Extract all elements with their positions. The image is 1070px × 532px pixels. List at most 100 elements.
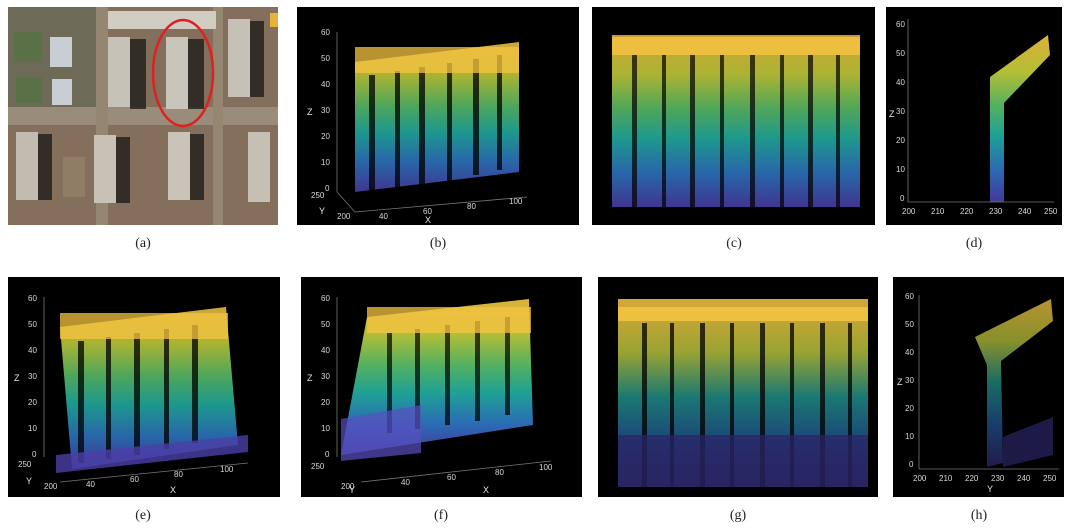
y-label: Y	[349, 485, 355, 495]
z-label: Z	[897, 377, 903, 387]
y-tick: 250	[311, 462, 325, 471]
z-tick: 20	[905, 404, 914, 413]
z-tick: 20	[28, 398, 37, 407]
caption-h: (h)	[970, 508, 988, 523]
caption-g: (g)	[729, 508, 747, 523]
z-tick: 0	[32, 450, 37, 459]
z-tick: 60	[905, 292, 914, 301]
point-cloud-b: 60 50 40 30 20 10 0 Z 250 200 Y 40 60 80…	[307, 28, 528, 225]
z-tick: 50	[905, 320, 914, 329]
x-label: X	[483, 485, 489, 495]
caption-f: (f)	[434, 508, 448, 523]
z-label: Z	[14, 373, 20, 383]
point-cloud-g	[618, 299, 868, 487]
z-tick: 0	[900, 194, 905, 203]
panel-c	[592, 7, 875, 225]
x-tick: 100	[220, 465, 234, 474]
caption-b: (b)	[429, 236, 447, 251]
panel-d: 60 50 40 30 20 10 0 Z 200 210 220 230 24…	[886, 7, 1062, 225]
z-tick: 30	[28, 372, 37, 381]
z-tick: 30	[321, 106, 330, 115]
annotation-ellipse	[151, 18, 215, 128]
z-tick: 20	[321, 132, 330, 141]
z-tick: 60	[321, 28, 330, 37]
panel-e: 60 50 40 30 20 10 0 Z 250 200 Y 40 60 80…	[8, 277, 280, 497]
x-tick: 100	[539, 463, 553, 472]
x-tick: 80	[174, 470, 183, 479]
x-tick: 80	[467, 202, 476, 211]
x-tick: 60	[130, 475, 139, 484]
z-tick: 60	[28, 294, 37, 303]
panel-f: 60 50 40 30 20 10 0 Z 250 200 Y 40 60 80…	[301, 277, 582, 497]
point-cloud-h: 60 50 40 30 20 10 0 Z 200 210 220 230 24…	[897, 292, 1059, 494]
z-tick: 0	[325, 184, 330, 193]
point-cloud-d: 60 50 40 30 20 10 0 Z 200 210 220 230 24…	[889, 19, 1058, 216]
x-tick: 240	[1017, 474, 1031, 483]
x-tick: 40	[86, 480, 95, 489]
z-tick: 20	[896, 136, 905, 145]
point-cloud-e: 60 50 40 30 20 10 0 Z 250 200 Y 40 60 80…	[14, 294, 249, 495]
y-tick: 200	[44, 482, 58, 491]
z-tick: 40	[905, 348, 914, 357]
z-tick: 40	[28, 346, 37, 355]
y-tick: 250	[18, 460, 32, 469]
z-tick: 30	[896, 107, 905, 116]
panel-a	[8, 7, 278, 225]
panel-h: 60 50 40 30 20 10 0 Z 200 210 220 230 24…	[893, 277, 1064, 497]
z-label: Z	[307, 107, 313, 117]
y-tick: 200	[337, 212, 351, 221]
z-label: Z	[889, 109, 895, 119]
z-tick: 0	[909, 460, 914, 469]
x-tick: 40	[401, 478, 410, 487]
x-label: X	[425, 215, 431, 225]
x-tick: 250	[1043, 474, 1057, 483]
x-tick: 230	[991, 474, 1005, 483]
z-tick: 30	[321, 372, 330, 381]
x-tick: 40	[379, 212, 388, 221]
z-tick: 10	[896, 165, 905, 174]
y-tick: 250	[311, 191, 325, 200]
x-tick: 200	[913, 474, 927, 483]
x-tick: 220	[960, 207, 974, 216]
z-tick: 50	[321, 54, 330, 63]
x-tick: 100	[509, 197, 523, 206]
panel-b: 60 50 40 30 20 10 0 Z 250 200 Y 40 60 80…	[297, 7, 579, 225]
x-tick: 230	[989, 207, 1003, 216]
z-label: Z	[307, 373, 313, 383]
z-tick: 10	[905, 432, 914, 441]
x-label: Y	[987, 484, 993, 494]
z-tick: 60	[896, 20, 905, 29]
z-tick: 10	[28, 424, 37, 433]
x-label: X	[170, 485, 176, 495]
point-cloud-f: 60 50 40 30 20 10 0 Z 250 200 Y 40 60 80…	[307, 294, 553, 495]
z-tick: 20	[321, 398, 330, 407]
caption-c: (c)	[726, 236, 742, 251]
y-label: Y	[319, 206, 325, 216]
x-tick: 60	[423, 207, 432, 216]
caption-e: (e)	[135, 508, 151, 523]
point-cloud-c	[612, 35, 860, 207]
x-tick: 210	[931, 207, 945, 216]
z-tick: 50	[28, 320, 37, 329]
x-tick: 240	[1018, 207, 1032, 216]
z-tick: 50	[896, 49, 905, 58]
z-tick: 30	[905, 376, 914, 385]
x-tick: 210	[939, 474, 953, 483]
panel-g	[598, 277, 878, 497]
y-tick: 200	[341, 482, 355, 491]
caption-d: (d)	[965, 236, 983, 251]
aerial-photo	[8, 7, 278, 225]
x-tick: 60	[447, 473, 456, 482]
y-label: Y	[26, 476, 32, 486]
z-tick: 10	[321, 158, 330, 167]
z-tick: 50	[321, 320, 330, 329]
z-tick: 0	[325, 450, 330, 459]
z-tick: 60	[321, 294, 330, 303]
x-tick: 220	[965, 474, 979, 483]
z-tick: 40	[321, 346, 330, 355]
z-tick: 40	[896, 78, 905, 87]
caption-a: (a)	[135, 236, 151, 251]
x-tick: 80	[495, 468, 504, 477]
x-tick: 200	[902, 207, 916, 216]
z-tick: 40	[321, 80, 330, 89]
